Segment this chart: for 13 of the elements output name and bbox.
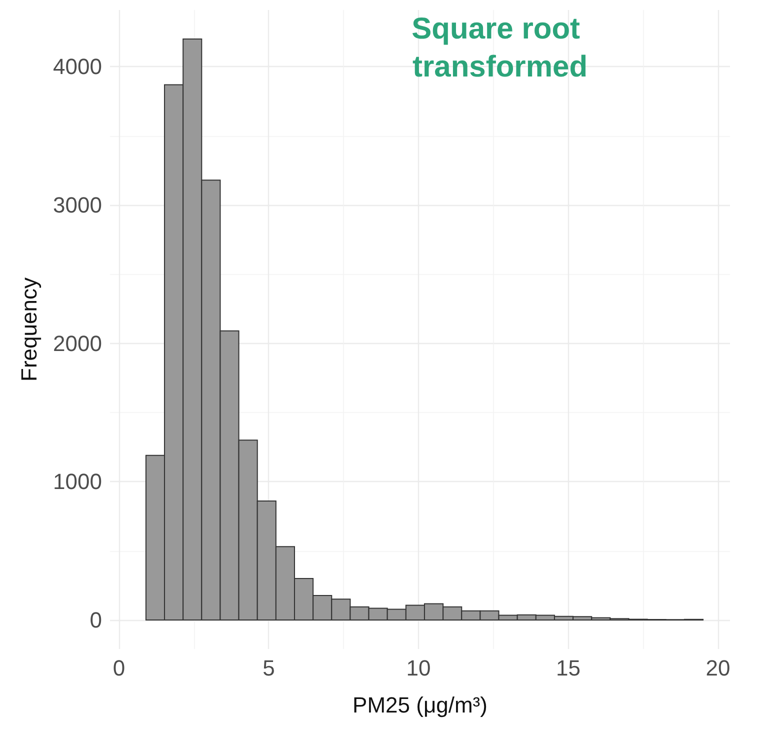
x-tick-label: 20 [706,656,730,680]
y-tick-label: 4000 [53,54,102,80]
x-tick-label: 0 [112,656,126,680]
y-tick-label: 2000 [53,330,102,356]
x-tick-label: 15 [556,656,581,680]
text: Square root transformed [412,12,588,84]
x-tick-label: 5 [262,656,275,680]
x-tick-label: 10 [406,656,431,680]
y-tick-label: 0 [90,607,102,632]
y-tick-label: 1000 [53,469,102,494]
x-axis-title: PM25 (μg/m³) [352,692,488,718]
y-axis-title: Frequency [16,278,42,382]
y-tick-label: 3000 [53,192,102,218]
